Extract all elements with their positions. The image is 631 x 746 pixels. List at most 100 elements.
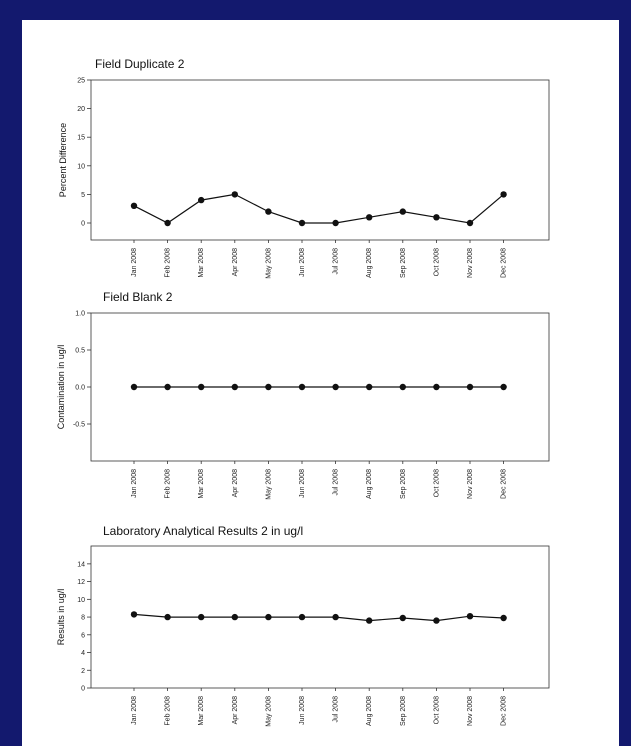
- chart-title: Field Blank 2: [103, 290, 173, 304]
- data-point: [231, 383, 238, 391]
- data-point: [500, 191, 507, 198]
- data-point: [130, 383, 138, 391]
- data-point: [399, 383, 406, 391]
- y-tick-label: 12: [77, 579, 85, 586]
- x-tick-label: Nov 2008: [467, 248, 474, 278]
- y-tick-label: 25: [77, 78, 85, 85]
- y-tick-label: 2: [81, 668, 85, 675]
- chart-1: Field Duplicate 2 0 5 10 15 20 25 Percent Diffe…: [58, 57, 550, 279]
- chart-panel: Field Duplicate 2 0 5 10 15 20 25 Percent Diffe…: [22, 20, 619, 746]
- x-tick-label: May 2008: [265, 696, 272, 727]
- x-tick-label: Aug 2008: [366, 248, 373, 278]
- x-tick-label: Oct 2008: [433, 696, 440, 725]
- x-tick-label: Jan 2008: [131, 248, 138, 277]
- chart-title: Field Duplicate 2: [95, 57, 185, 71]
- data-point: [332, 219, 339, 227]
- y-tick-label: 0: [81, 221, 85, 228]
- data-point: [366, 214, 373, 221]
- series-line: [133, 193, 504, 224]
- y-tick-label: 8: [81, 615, 85, 622]
- y-tick-label: 0.0: [75, 385, 85, 392]
- data-point: [332, 383, 339, 391]
- data-point: [298, 219, 306, 227]
- y-tick-label: 6: [81, 632, 85, 639]
- x-tick-label: Jul 2008: [333, 469, 340, 496]
- x-tick-label: Apr 2008: [232, 696, 239, 725]
- data-point: [366, 617, 373, 624]
- x-tick-label: Jul 2008: [333, 696, 340, 723]
- y-tick-label: 1.0: [75, 311, 85, 318]
- y-tick-label: 10: [77, 597, 85, 604]
- data-point: [298, 613, 306, 621]
- x-tick-label: Sep 2008: [400, 248, 407, 278]
- x-tick-label: May 2008: [265, 248, 272, 279]
- data-point: [164, 219, 171, 227]
- data-point: [164, 613, 171, 621]
- x-tick-label: Jan 2008: [131, 696, 138, 725]
- x-tick-label: Jun 2008: [299, 248, 306, 277]
- plot-frame: [90, 79, 550, 241]
- data-point: [298, 383, 306, 391]
- chart-3: Laboratory Analytical Results 2 in ug/l 0…: [56, 524, 550, 727]
- y-tick-label: 15: [77, 135, 85, 142]
- data-point: [198, 383, 205, 391]
- y-tick-label: 0: [81, 686, 85, 693]
- x-tick-label: Feb 2008: [165, 248, 172, 278]
- x-tick-label: Sep 2008: [400, 696, 407, 726]
- y-tick-label: -0.5: [73, 422, 85, 429]
- data-point: [130, 202, 138, 209]
- data-point: [399, 208, 406, 215]
- chart-title: Laboratory Analytical Results 2 in ug/l: [103, 524, 303, 538]
- x-tick-label: Jun 2008: [299, 696, 306, 725]
- y-axis-label: Percent Difference: [58, 123, 68, 197]
- x-tick-label: Aug 2008: [366, 696, 373, 726]
- y-tick-label: 14: [77, 561, 85, 568]
- data-point: [466, 383, 474, 391]
- data-point: [265, 383, 272, 391]
- x-tick-label: Mar 2008: [198, 248, 205, 278]
- data-point: [366, 383, 373, 391]
- data-point: [399, 614, 406, 622]
- y-tick-label: 0.5: [75, 348, 85, 355]
- x-tick-label: Dec 2008: [501, 469, 508, 499]
- x-tick-label: Feb 2008: [165, 469, 172, 499]
- data-point: [265, 613, 272, 621]
- data-point: [265, 208, 272, 215]
- x-tick-label: Jun 2008: [299, 469, 306, 498]
- x-tick-label: May 2008: [265, 469, 272, 500]
- x-tick-label: Aug 2008: [366, 469, 373, 499]
- data-point: [433, 214, 440, 221]
- chart-2: Field Blank 2 -0.5 0.0 0.5 1.0 Contamination …: [56, 290, 550, 500]
- data-point: [500, 383, 507, 391]
- series-line: [133, 613, 504, 622]
- data-point: [231, 613, 238, 621]
- data-point: [433, 383, 440, 391]
- y-tick-label: 10: [77, 163, 85, 170]
- data-point: [164, 383, 171, 391]
- data-point: [500, 614, 507, 622]
- x-tick-label: Oct 2008: [433, 469, 440, 498]
- y-axis-label: Results in ug/l: [56, 589, 66, 646]
- x-tick-label: Sep 2008: [400, 469, 407, 499]
- data-point: [332, 613, 339, 621]
- data-point: [198, 196, 205, 204]
- data-point: [466, 219, 474, 227]
- x-tick-label: Mar 2008: [198, 696, 205, 726]
- x-tick-label: Mar 2008: [198, 469, 205, 499]
- x-tick-label: Oct 2008: [433, 248, 440, 277]
- x-tick-label: Nov 2008: [467, 469, 474, 499]
- x-tick-label: Dec 2008: [501, 696, 508, 726]
- y-axis-label: Contamination in ug/l: [56, 345, 66, 430]
- data-point: [198, 613, 205, 621]
- x-tick-label: Apr 2008: [232, 248, 239, 277]
- x-tick-label: Dec 2008: [501, 248, 508, 278]
- x-tick-label: Jan 2008: [131, 469, 138, 498]
- data-point: [231, 191, 238, 198]
- x-tick-label: Nov 2008: [467, 696, 474, 726]
- y-tick-label: 20: [77, 106, 85, 113]
- x-tick-label: Jul 2008: [333, 248, 340, 275]
- x-tick-label: Feb 2008: [165, 696, 172, 726]
- y-tick-label: 5: [81, 192, 85, 199]
- y-tick-label: 4: [81, 650, 85, 657]
